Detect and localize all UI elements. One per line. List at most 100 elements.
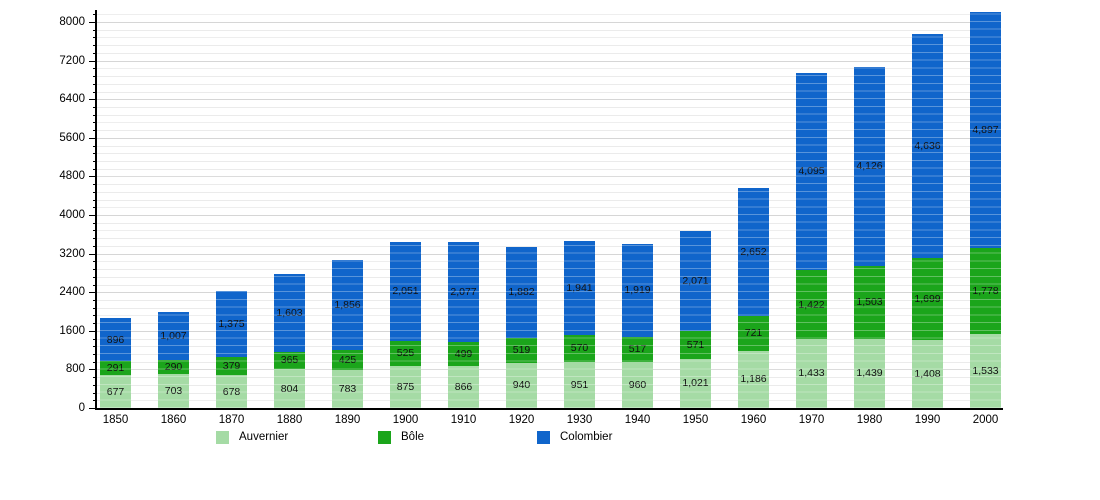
- y-major-tick: [89, 408, 97, 409]
- bar-segment-colombier-1880: 1,603: [274, 274, 305, 352]
- bar-value-label: 896: [106, 333, 125, 346]
- gridline-minor: [97, 106, 1001, 108]
- bar-value-label: 960: [628, 378, 647, 391]
- y-major-tick: [89, 253, 97, 255]
- bar-value-label: 2,071: [682, 275, 709, 288]
- bar-2000: 1,533 1,778 4,897: [970, 10, 1001, 408]
- legend-label-auvernier: Auvernier: [239, 431, 289, 443]
- y-axis-line: [95, 10, 97, 410]
- bar-value-label: 1,919: [624, 284, 651, 297]
- bar-value-label: 940: [512, 379, 531, 392]
- bar-segment-bôle-1930: 570: [564, 334, 595, 363]
- bar-1950: 1,021 571 2,071: [680, 10, 711, 408]
- bar-segment-colombier-1890: 1,856: [332, 260, 363, 350]
- gridline-major: [97, 292, 1001, 294]
- bar-value-label: 4,095: [798, 165, 825, 178]
- gridline-minor: [97, 83, 1001, 85]
- x-axis-tick-label: 1860: [160, 414, 187, 426]
- legend-label-colombier: Colombier: [560, 431, 613, 443]
- y-major-tick: [89, 215, 97, 216]
- y-major-tick: [89, 137, 97, 139]
- bar-segment-colombier-1990: 4,636: [912, 34, 943, 259]
- bar-segment-bôle-1940: 517: [622, 336, 653, 362]
- bar-segment-auvernier-1900: 875: [390, 365, 421, 408]
- bar-segment-auvernier-1880: 804: [274, 369, 305, 408]
- gridline-minor: [97, 315, 1001, 317]
- bar-1850: 677 291 896: [100, 10, 131, 408]
- legend: Auvernier Bôle Colombier: [0, 429, 1100, 449]
- bar-segment-colombier-1980: 4,126: [854, 66, 885, 266]
- x-axis-tick-label: 1890: [334, 414, 361, 426]
- bar-value-label: 4,897: [972, 124, 999, 137]
- bar-segment-auvernier-1860: 703: [158, 374, 189, 408]
- gridline-minor: [97, 45, 1001, 47]
- bar-segment-auvernier-1920: 940: [506, 362, 537, 408]
- y-axis-tick-label: 6400: [59, 93, 85, 106]
- bar-value-label: 866: [454, 381, 473, 394]
- bar-value-label: 1,699: [914, 293, 941, 306]
- bar-value-label: 1,422: [798, 298, 825, 311]
- bar-value-label: 1,408: [914, 368, 941, 381]
- bar-value-label: 425: [338, 353, 357, 366]
- bar-value-label: 1,533: [972, 365, 999, 377]
- gridline-major: [97, 253, 1001, 255]
- bar-1860: 703 290 1,007: [158, 10, 189, 408]
- gridline-minor: [97, 68, 1001, 70]
- bar-value-label: 1,941: [566, 281, 593, 294]
- gridline-minor: [97, 91, 1001, 93]
- y-major-tick: [89, 292, 97, 294]
- bar-value-label: 2,077: [450, 286, 477, 299]
- bar-segment-auvernier-1870: 678: [216, 375, 247, 408]
- gridline-minor: [97, 307, 1001, 309]
- y-major-tick: [89, 99, 97, 101]
- bar-value-label: 804: [280, 382, 299, 395]
- bar-segment-bôle-1980: 1,503: [854, 266, 885, 339]
- bar-segment-bôle-1950: 571: [680, 331, 711, 359]
- bar-segment-colombier-1870: 1,375: [216, 290, 247, 357]
- bar-segment-bôle-1960: 721: [738, 316, 769, 351]
- bar-value-label: 519: [512, 344, 531, 357]
- bar-segment-bôle-1900: 525: [390, 340, 421, 366]
- legend-item-colombier: Colombier: [537, 429, 612, 445]
- gridline-major: [97, 99, 1001, 101]
- x-axis-tick-label: 1970: [798, 414, 825, 426]
- bar-segment-bôle-1870: 379: [216, 357, 247, 376]
- gridline-minor: [97, 37, 1001, 39]
- gridline-minor: [97, 354, 1001, 355]
- x-axis-tick-label: 1870: [218, 414, 245, 426]
- x-axis-tick-label: 1900: [392, 414, 419, 426]
- gridline-minor: [97, 346, 1001, 348]
- colombier-swatch: [537, 430, 550, 444]
- bar-value-label: 1,021: [682, 377, 709, 390]
- y-major-tick: [89, 369, 97, 371]
- gridline-minor: [97, 184, 1001, 186]
- gridline-minor: [97, 238, 1001, 240]
- y-major-tick: [89, 330, 97, 332]
- gridline-minor: [97, 14, 1001, 16]
- x-axis-tick-label: 1880: [276, 414, 303, 426]
- bar-segment-auvernier-1960: 1,186: [738, 350, 769, 408]
- bar-segment-colombier-1940: 1,919: [622, 244, 653, 337]
- bar-segment-auvernier-1850: 677: [100, 375, 131, 408]
- gridline-minor: [97, 161, 1001, 162]
- gridline-minor: [97, 338, 1001, 340]
- bar-segment-colombier-1850: 896: [100, 318, 131, 362]
- gridline-minor: [97, 52, 1001, 54]
- bar-value-label: 517: [628, 343, 647, 356]
- y-axis-tick-label: 800: [65, 363, 85, 376]
- bar-segment-bôle-1850: 291: [100, 361, 131, 376]
- gridline-major: [97, 330, 1001, 332]
- x-axis-tick-label: 1960: [740, 414, 767, 426]
- auvernier-swatch: [216, 430, 229, 444]
- gridline-minor: [97, 29, 1001, 31]
- bar-1910: 866 499 2,077: [448, 10, 479, 408]
- bar-segment-bôle-1880: 365: [274, 351, 305, 370]
- bar-segment-bôle-1890: 425: [332, 349, 363, 371]
- gridline-minor: [97, 230, 1001, 232]
- gridline-major: [97, 215, 1001, 216]
- gridline-minor: [97, 323, 1001, 325]
- gridline-minor: [97, 222, 1001, 224]
- bar-segment-bôle-1990: 1,699: [912, 258, 943, 341]
- bar-segment-auvernier-1910: 866: [448, 366, 479, 408]
